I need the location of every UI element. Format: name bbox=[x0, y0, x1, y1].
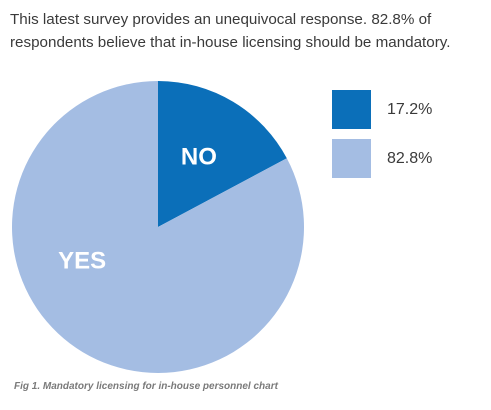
legend-swatch-no bbox=[332, 90, 371, 129]
pie-slice-no bbox=[158, 81, 287, 227]
legend-item-no: 17.2% bbox=[332, 90, 432, 129]
legend-label-yes: 82.8% bbox=[387, 149, 433, 167]
slice-label-no: NO bbox=[181, 144, 217, 171]
intro-line-2: respondents believe that in-house licens… bbox=[10, 34, 451, 51]
intro-line-1: This latest survey provides an unequivoc… bbox=[10, 11, 432, 28]
legend-item-yes: 82.8% bbox=[332, 139, 432, 178]
legend-label-no: 17.2% bbox=[387, 100, 433, 118]
legend-swatch-yes bbox=[332, 139, 371, 178]
figure-caption: Fig 1. Mandatory licensing for in-house … bbox=[14, 381, 278, 392]
intro-text: This latest survey provides an unequivoc… bbox=[10, 8, 486, 54]
slice-label-yes: YES bbox=[58, 247, 106, 274]
pie-slice-yes bbox=[11, 81, 304, 373]
